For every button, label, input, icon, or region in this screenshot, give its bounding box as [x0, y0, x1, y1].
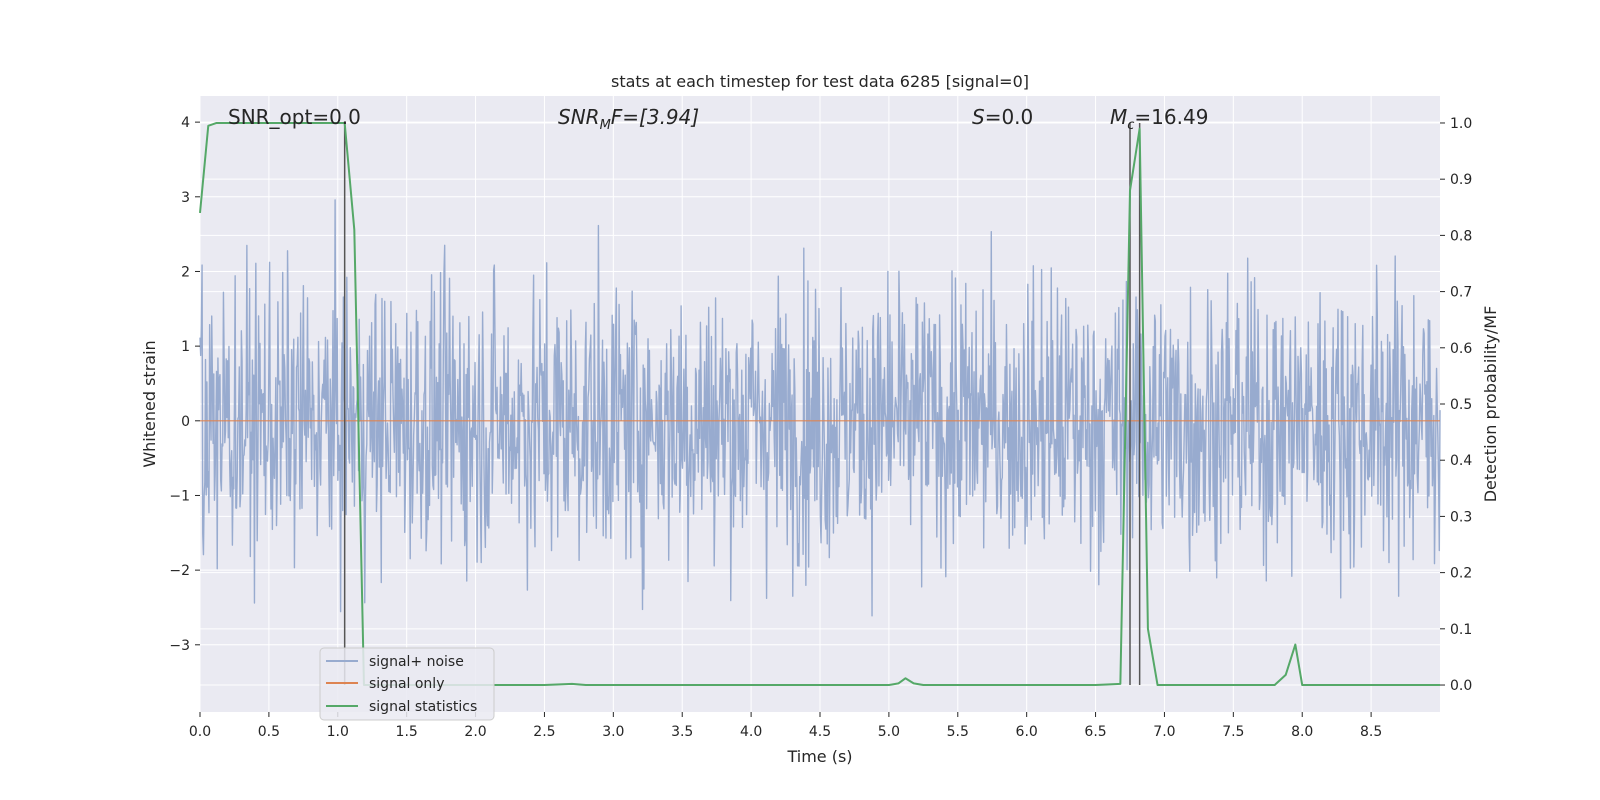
x-tick-label: 4.5	[809, 724, 831, 740]
s-annotation: S=0.0	[972, 105, 1033, 129]
legend-signal-label: signal only	[369, 676, 444, 692]
statistics-series	[199, 121, 1440, 687]
y2-tick-label: 0.3	[1450, 509, 1472, 525]
snr-mf-value: F=[3.94]	[611, 105, 699, 129]
x-tick-label: 7.5	[1222, 724, 1244, 740]
x-tick-label: 7.0	[1153, 724, 1175, 740]
x-tick-label: 3.5	[671, 724, 693, 740]
statistics-line	[199, 121, 1440, 687]
legend-noise-label: signal+ noise	[369, 654, 464, 670]
noise-series	[199, 199, 1441, 617]
y-tick-label: 2	[181, 264, 190, 280]
y-tick-label: −2	[169, 563, 190, 579]
s-value: =0.0	[985, 105, 1034, 129]
y2-tick-label: 0.0	[1450, 678, 1472, 694]
s-symbol: S	[972, 105, 985, 129]
mc-value: =16.49	[1134, 105, 1208, 129]
noise-line	[199, 199, 1441, 617]
y-tick-label: −3	[169, 638, 190, 654]
y-tick-label: 4	[181, 115, 190, 131]
y2-tick-label: 0.1	[1450, 622, 1472, 638]
y-axis-label: Whitened strain	[140, 340, 159, 467]
y2-tick-label: 0.4	[1450, 453, 1472, 469]
mc-subscript: c	[1127, 118, 1134, 133]
y2-axis-label: Detection probability/MF	[1481, 306, 1500, 503]
y2-tick-label: 0.2	[1450, 566, 1472, 582]
x-tick-label: 8.0	[1291, 724, 1313, 740]
y-tick-label: −1	[169, 488, 190, 504]
snr-mf-subscript: M	[600, 118, 611, 133]
snr-mf-symbol: SNR	[558, 105, 600, 129]
y2-tick-label: 1.0	[1450, 116, 1472, 132]
x-tick-label: 0.0	[189, 724, 211, 740]
x-tick-label: 2.0	[464, 724, 486, 740]
x-axis-label: Time (s)	[786, 747, 852, 766]
chart-title: stats at each timestep for test data 628…	[611, 72, 1029, 91]
y2-axis-ticks: 1.0 0.9 0.8 0.7 0.6 0.5 0.4 0.3 0.2 0.1 0.0	[1440, 116, 1472, 694]
snr-mf-annotation: SNRMF=[3.94]	[558, 105, 699, 133]
snr-opt-annotation: SNR_opt=0.0	[228, 105, 361, 129]
x-tick-label: 6.5	[1084, 724, 1106, 740]
x-tick-label: 5.0	[878, 724, 900, 740]
legend-box	[319, 647, 495, 721]
y2-tick-label: 0.5	[1450, 397, 1472, 413]
x-tick-label: 6.0	[1016, 724, 1038, 740]
x-axis-ticks: 0.0 0.5 1.0 1.5 2.0 2.5 3.0 3.5 4.0 4.5 5.0 5.5 6.0 6…	[189, 712, 1382, 740]
y2-tick-label: 0.6	[1450, 341, 1472, 357]
mc-symbol: M	[1110, 105, 1127, 129]
x-tick-label: 8.5	[1360, 724, 1382, 740]
x-tick-label: 2.5	[533, 724, 555, 740]
legend: signal+ noise signal only signal statist…	[319, 647, 495, 721]
y-tick-label: 0	[181, 414, 190, 430]
y2-tick-label: 0.7	[1450, 285, 1472, 301]
y-tick-label: 1	[181, 339, 190, 355]
y-axis-ticks: 4 3 2 1 0 −1 −2 −3	[169, 115, 200, 654]
x-tick-label: 1.5	[396, 724, 418, 740]
x-tick-label: 4.0	[740, 724, 762, 740]
y2-tick-label: 0.8	[1450, 228, 1472, 244]
y2-tick-label: 0.9	[1450, 172, 1472, 188]
mc-annotation: Mc=16.49	[1110, 105, 1208, 133]
x-tick-label: 1.0	[327, 724, 349, 740]
x-tick-label: 3.0	[602, 724, 624, 740]
x-tick-label: 5.5	[947, 724, 969, 740]
y-tick-label: 3	[181, 190, 190, 206]
x-tick-label: 0.5	[258, 724, 280, 740]
legend-stats-label: signal statistics	[369, 699, 477, 715]
